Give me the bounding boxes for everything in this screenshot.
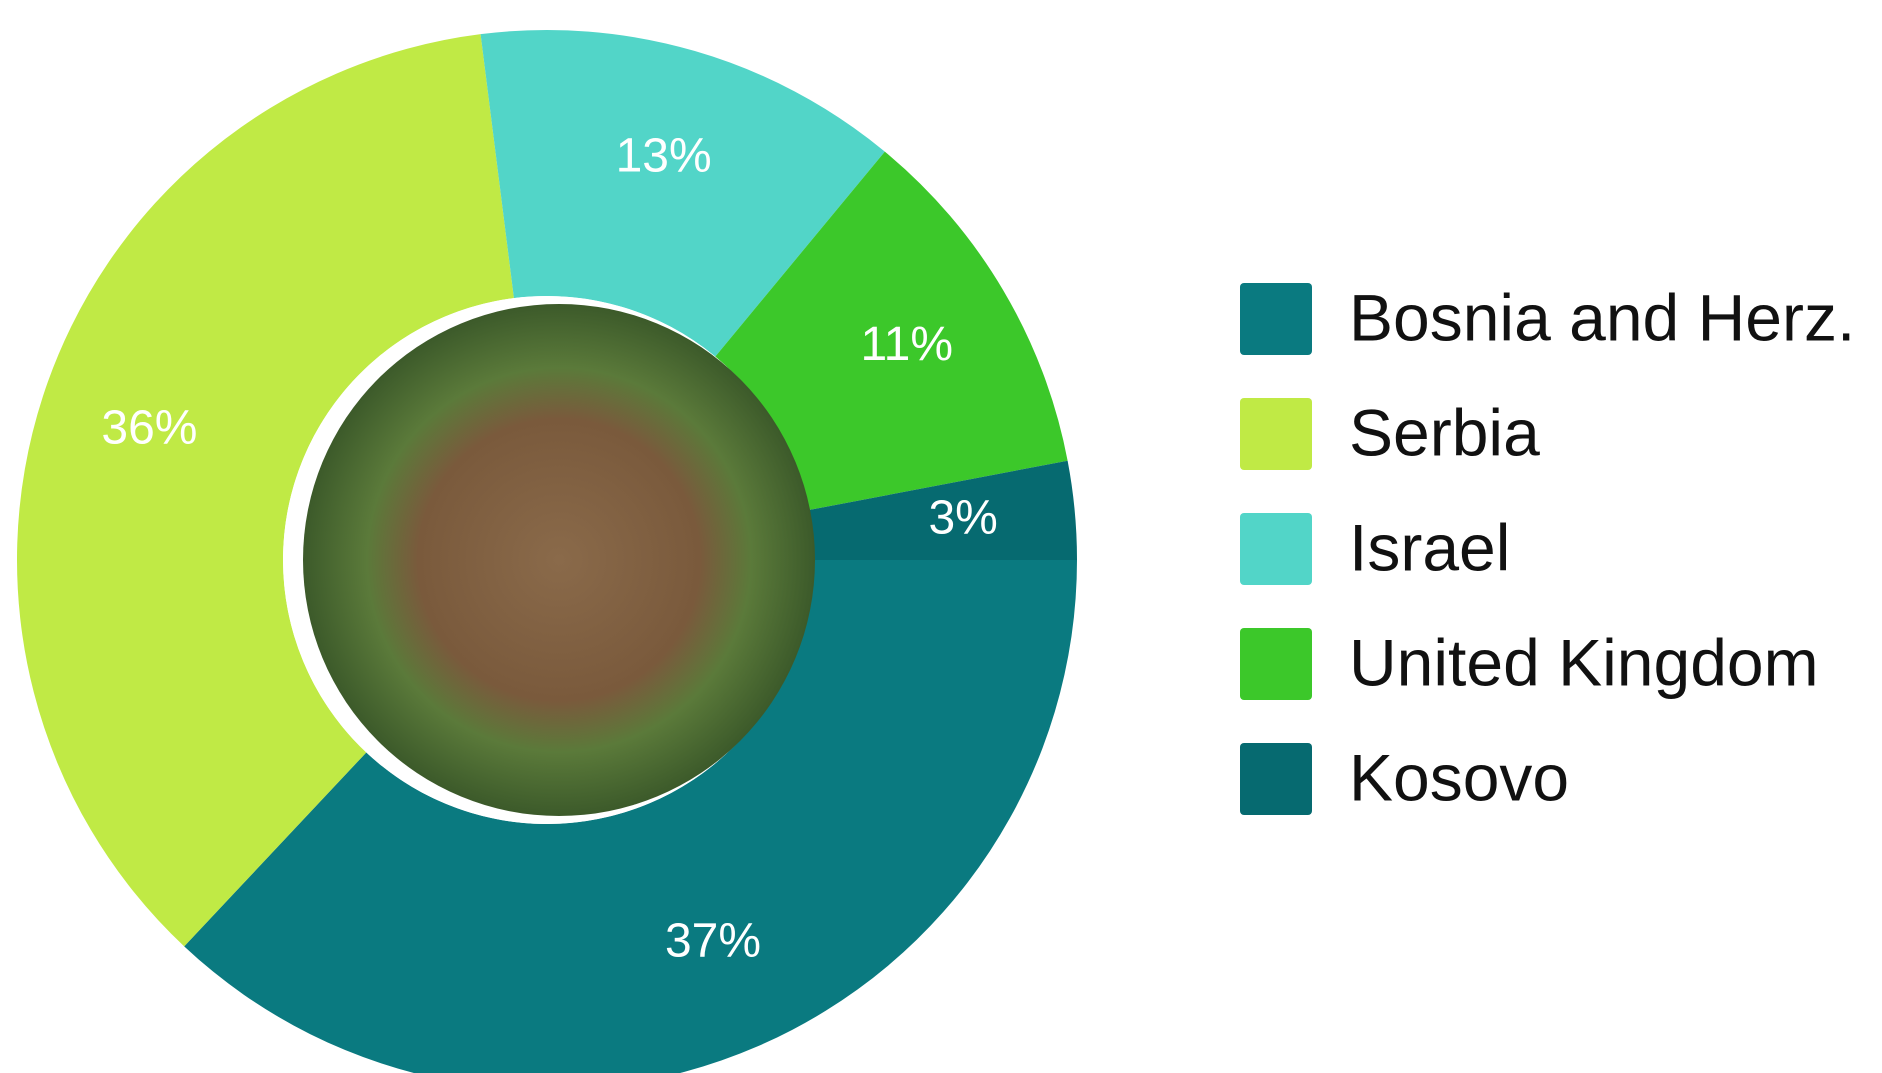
- legend-swatch: [1240, 513, 1312, 585]
- slice: [17, 34, 514, 947]
- legend-swatch: [1240, 628, 1312, 700]
- legend-swatch: [1240, 743, 1312, 815]
- value-label: 11%: [861, 318, 954, 371]
- value-label: 13%: [616, 129, 712, 182]
- value-label: 3%: [928, 491, 997, 544]
- slice: [480, 30, 885, 357]
- legend-label: Bosnia and Herz.: [1349, 280, 1855, 354]
- center-photo: [303, 304, 815, 816]
- slice: [184, 560, 1077, 1073]
- legend-label: Kosovo: [1349, 740, 1569, 814]
- legend-label: Israel: [1349, 510, 1510, 584]
- legend-label: Serbia: [1349, 395, 1540, 469]
- value-labels: 37% 36% 13% 11% 3%: [101, 129, 997, 967]
- slice: [806, 460, 1077, 560]
- legend-swatch: [1240, 398, 1312, 470]
- value-label: 36%: [101, 402, 197, 455]
- donut: [17, 30, 1077, 1073]
- legend: Bosnia and Herz. Serbia Israel United Kingd…: [1240, 280, 1855, 815]
- value-label: 37%: [665, 914, 761, 967]
- legend-swatch: [1240, 283, 1312, 355]
- legend-label: United Kingdom: [1349, 625, 1819, 699]
- slice: [715, 151, 1068, 511]
